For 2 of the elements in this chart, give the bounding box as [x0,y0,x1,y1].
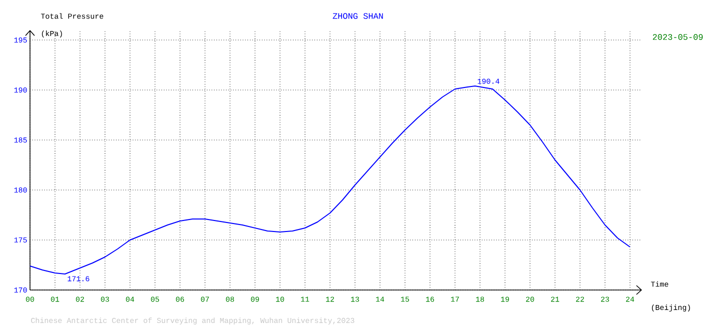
chart-title: ZHONG SHAN [332,13,383,19]
text: 2023-05-09 [652,34,703,40]
